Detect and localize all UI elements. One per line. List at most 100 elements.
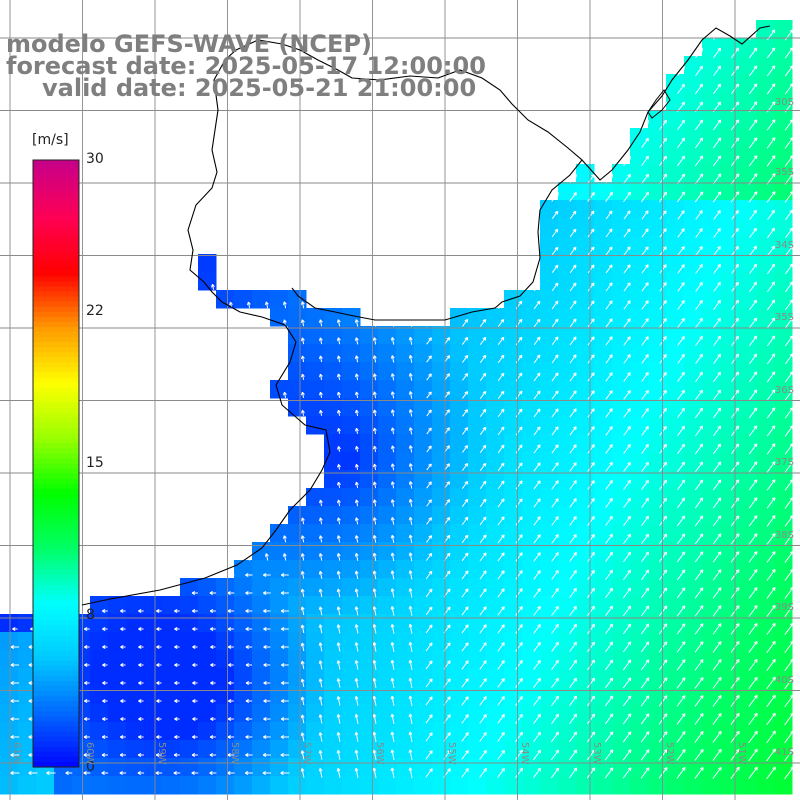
field-cell bbox=[468, 578, 487, 597]
field-cell bbox=[558, 776, 577, 795]
field-cell bbox=[684, 488, 703, 507]
field-cell bbox=[450, 326, 469, 345]
wind-arrow bbox=[586, 749, 596, 761]
wind-arrow bbox=[677, 264, 685, 274]
wind-arrow bbox=[300, 391, 305, 398]
wind-arrow bbox=[622, 659, 632, 671]
wind-arrow bbox=[641, 155, 649, 167]
wind-arrow bbox=[408, 445, 413, 453]
field-cell bbox=[612, 182, 631, 201]
wind-arrow bbox=[748, 425, 758, 437]
wind-arrow bbox=[372, 552, 377, 561]
field-cell bbox=[522, 722, 541, 741]
wind-arrow bbox=[587, 282, 595, 292]
field-cell bbox=[684, 614, 703, 633]
wind-arrow bbox=[641, 407, 649, 418]
wind-arrow bbox=[156, 735, 162, 739]
wind-arrow bbox=[784, 137, 794, 149]
field-cell bbox=[540, 776, 559, 795]
field-cell bbox=[774, 326, 793, 345]
wind-arrow bbox=[138, 645, 144, 649]
wind-arrow bbox=[300, 355, 305, 363]
field-cell bbox=[648, 416, 667, 435]
wind-arrow bbox=[372, 749, 377, 761]
field-cell bbox=[108, 776, 127, 795]
wind-arrow bbox=[533, 462, 541, 472]
wind-arrow bbox=[12, 627, 18, 631]
field-cell bbox=[432, 326, 451, 345]
field-cell bbox=[486, 398, 505, 417]
field-cell bbox=[666, 344, 685, 363]
wind-arrow bbox=[47, 627, 54, 631]
wind-arrow bbox=[497, 318, 505, 327]
wind-arrow bbox=[515, 372, 523, 382]
field-cell bbox=[648, 704, 667, 723]
wind-arrow bbox=[604, 659, 614, 671]
wind-arrow bbox=[623, 264, 631, 274]
wind-arrow bbox=[551, 354, 559, 364]
field-cell bbox=[666, 704, 685, 723]
model-title: modelo GEFS-WAVE (NCEP) bbox=[6, 30, 372, 58]
field-cell bbox=[486, 722, 505, 741]
field-cell bbox=[738, 740, 757, 759]
field-cell bbox=[630, 542, 649, 561]
field-cell bbox=[432, 416, 451, 435]
wind-arrow bbox=[262, 753, 271, 757]
field-cell bbox=[378, 668, 397, 687]
field-cell bbox=[684, 416, 703, 435]
wind-arrow bbox=[694, 641, 704, 653]
wind-arrow bbox=[479, 714, 487, 724]
field-cell bbox=[666, 488, 685, 507]
field-cell bbox=[738, 380, 757, 399]
wind-arrow bbox=[569, 480, 577, 490]
wind-arrow bbox=[658, 731, 668, 743]
wind-arrow bbox=[605, 300, 613, 310]
wind-arrow bbox=[713, 335, 721, 347]
field-cell bbox=[720, 740, 739, 759]
field-cell bbox=[612, 290, 631, 309]
wind-arrow bbox=[336, 499, 341, 507]
wind-arrow bbox=[712, 65, 722, 77]
field-cell bbox=[684, 326, 703, 345]
field-cell bbox=[450, 542, 469, 561]
field-cell bbox=[756, 434, 775, 453]
wind-arrow bbox=[640, 749, 650, 761]
field-cell bbox=[414, 416, 433, 435]
wind-arrow bbox=[641, 461, 649, 472]
wind-arrow bbox=[641, 533, 650, 545]
wind-vectors bbox=[10, 29, 794, 780]
wind-arrow bbox=[784, 658, 794, 672]
field-cell bbox=[414, 776, 433, 795]
field-cell bbox=[684, 56, 703, 75]
wind-arrow bbox=[641, 173, 650, 185]
wind-arrow bbox=[209, 735, 216, 739]
wind-arrow bbox=[479, 516, 487, 526]
field-cell bbox=[702, 722, 721, 741]
wind-arrow bbox=[766, 65, 776, 77]
field-cell bbox=[666, 362, 685, 381]
field-cell bbox=[720, 578, 739, 597]
field-cell bbox=[18, 776, 37, 795]
field-cell bbox=[468, 596, 487, 615]
wind-arrow bbox=[102, 663, 108, 667]
wind-arrow bbox=[748, 317, 758, 329]
wind-arrow bbox=[587, 551, 595, 562]
field-cell bbox=[306, 596, 325, 615]
field-cell bbox=[648, 218, 667, 237]
wind-arrow bbox=[551, 605, 559, 616]
wind-arrow bbox=[479, 588, 487, 598]
field-cell bbox=[540, 308, 559, 327]
wind-arrow bbox=[408, 659, 413, 670]
lat-label: 36S bbox=[774, 385, 794, 396]
wind-arrow bbox=[695, 65, 704, 77]
wind-arrow bbox=[569, 300, 577, 310]
field-cell bbox=[558, 668, 577, 687]
field-cell bbox=[414, 578, 433, 597]
wind-arrow bbox=[390, 355, 395, 363]
field-cell bbox=[702, 182, 721, 201]
wind-arrow bbox=[137, 753, 144, 757]
field-cell bbox=[756, 20, 775, 39]
wind-arrow bbox=[408, 767, 413, 779]
wind-arrow bbox=[192, 681, 198, 685]
field-cell bbox=[594, 326, 613, 345]
